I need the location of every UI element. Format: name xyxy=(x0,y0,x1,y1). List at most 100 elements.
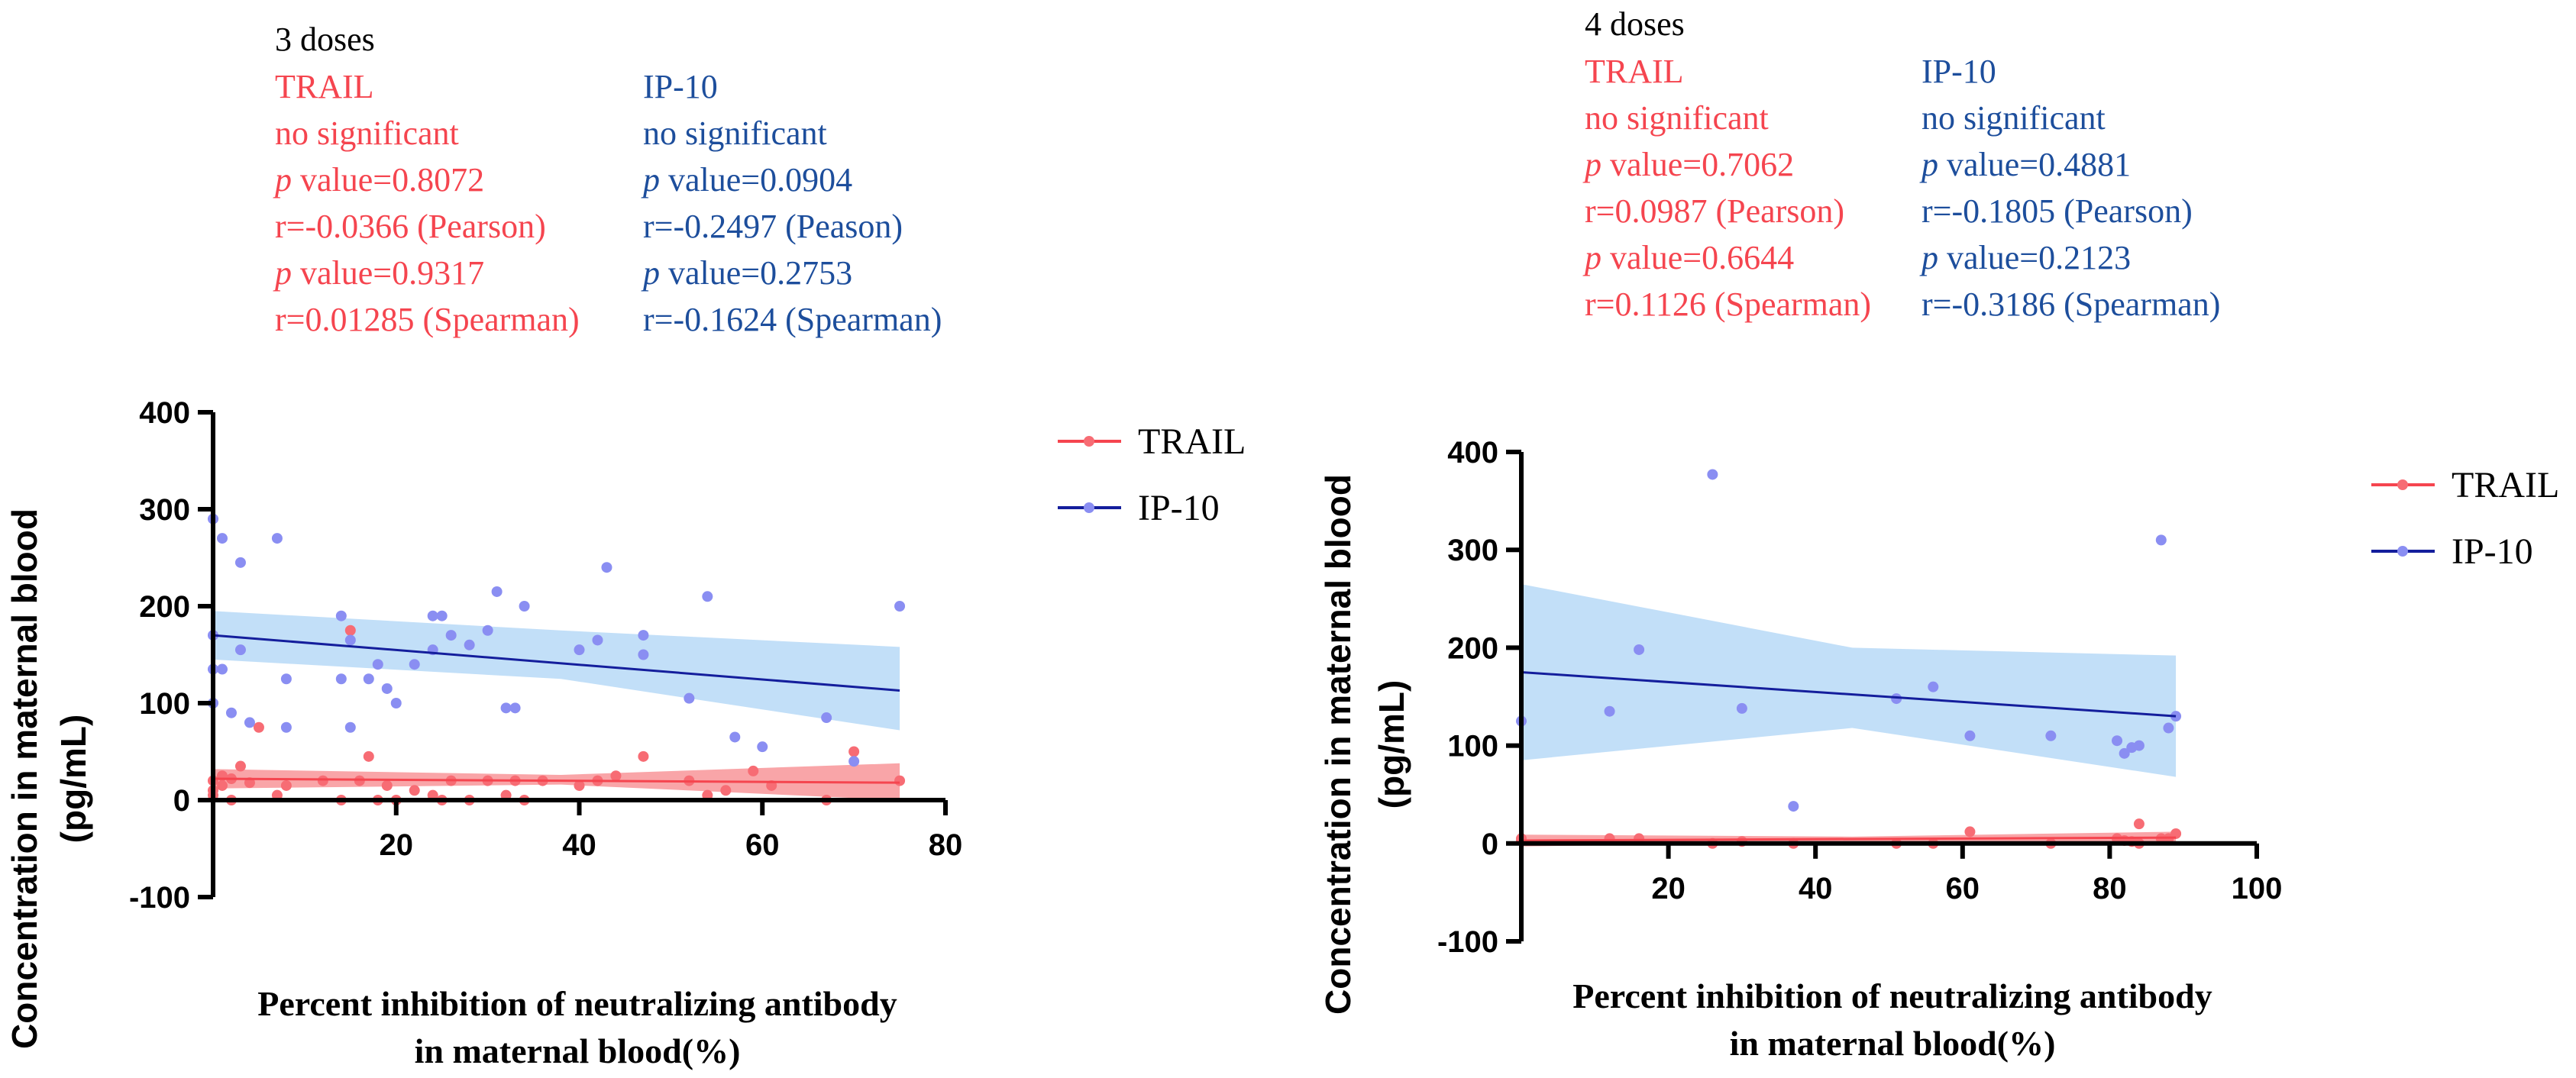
legend-ip10-label: IP-10 xyxy=(1138,488,1220,528)
ip10-data-point xyxy=(684,692,695,704)
ip10-data-point xyxy=(1604,705,1615,717)
trail-stats-r-pearson: r=-0.0366 (Pearson) xyxy=(275,208,546,245)
trail-data-point xyxy=(381,779,393,791)
x-tick-label: 80 xyxy=(2093,872,2127,905)
legend-trail-label: TRAIL xyxy=(2452,465,2559,505)
ip10-data-point xyxy=(390,698,402,708)
ip10-stats-p-spearman: p value=0.2753 xyxy=(641,254,852,292)
legend-trail-marker xyxy=(1084,436,1094,447)
ip10-regression-line xyxy=(1521,670,2177,718)
trail-regression-line xyxy=(212,777,900,784)
y-tick-label: 200 xyxy=(1447,631,1498,665)
x-tick-label: 20 xyxy=(1651,872,1686,905)
x-axis-label-line1: Percent inhibition of neutralizing antib… xyxy=(257,984,897,1023)
plot-area: -100 0 100 200 300 400 20 40 60 80 xyxy=(129,396,962,915)
ip10-data-point xyxy=(574,644,585,656)
ip10-data-point xyxy=(1736,702,1747,714)
trail-data-point xyxy=(363,750,374,762)
trail-stats: TRAIL no significant p value=0.8072 r=-0… xyxy=(273,68,580,338)
x-axis-label-line2: in maternal blood(%) xyxy=(1730,1024,2056,1063)
legend-trail-label: TRAIL xyxy=(1138,421,1246,462)
legend-ip10-marker xyxy=(2397,546,2408,557)
trail-data-point xyxy=(848,746,860,757)
ip10-data-point xyxy=(335,673,347,685)
legend-ip10-label: IP-10 xyxy=(2452,531,2533,572)
trail-data-point xyxy=(234,760,246,772)
ip10-stats-p-pearson: p value=0.4881 xyxy=(1919,146,2131,183)
legend: TRAIL IP-10 xyxy=(1058,421,1246,528)
x-tick-label: 60 xyxy=(1946,872,1980,905)
ip10-data-point xyxy=(225,707,237,718)
ip10-data-point xyxy=(702,591,713,602)
panel-3-doses: 3 doses TRAIL no significant p value=0.8… xyxy=(5,21,1246,1070)
y-tick-label: -100 xyxy=(129,881,190,915)
ip10-data-point xyxy=(445,630,457,641)
ip10-regression-line xyxy=(212,634,900,692)
y-tick-label: 0 xyxy=(1482,828,1498,861)
ip10-data-point xyxy=(894,601,906,612)
trail-data-point xyxy=(253,721,264,733)
ip10-data-point xyxy=(638,630,649,641)
y-tick-label: 0 xyxy=(173,784,190,818)
ip10-data-point xyxy=(491,586,503,597)
trail-stats-p-spearman: p value=0.9317 xyxy=(273,254,484,292)
x-tick-label: 80 xyxy=(929,828,963,862)
ip10-data-point xyxy=(271,533,283,544)
y-axis-label-line1: Concentration in maternal blood xyxy=(5,508,44,1049)
trail-data-point xyxy=(2133,818,2145,830)
ip10-data-point xyxy=(234,557,246,568)
ip10-data-point xyxy=(372,659,383,670)
trail-data-point xyxy=(409,785,420,796)
ip10-stats: IP-10 no significant p value=0.0904 r=-0… xyxy=(641,68,942,338)
trail-stats-p-spearman: p value=0.6644 xyxy=(1582,239,1794,276)
ip10-data-point xyxy=(500,702,512,714)
ip10-stats-p-pearson: p value=0.0904 xyxy=(641,161,852,198)
ip10-stats-significance: no significant xyxy=(1921,99,2106,137)
trail-stats-name: TRAIL xyxy=(275,68,374,105)
x-tick-label: 60 xyxy=(745,828,780,862)
chart-title: 4 doses xyxy=(1585,5,1685,43)
ip10-data-point xyxy=(729,731,741,743)
trail-data-point xyxy=(280,779,292,791)
x-axis-label-line1: Percent inhibition of neutralizing antib… xyxy=(1572,976,2212,1015)
ip10-data-point xyxy=(757,741,768,753)
legend-trail-marker xyxy=(2397,479,2408,490)
trail-stats-r-spearman: r=0.1126 (Spearman) xyxy=(1585,286,1871,323)
y-axis-label-line2: (pg/mL) xyxy=(53,715,93,844)
ip10-data-point xyxy=(216,663,228,675)
ip10-data-point xyxy=(1891,693,1902,705)
ip10-data-point xyxy=(1788,801,1799,812)
ip10-data-point xyxy=(821,712,832,724)
trail-data-point xyxy=(638,750,649,762)
ip10-data-point xyxy=(2112,735,2123,747)
trail-data-point xyxy=(610,770,622,782)
y-axis-label-line2: (pg/mL) xyxy=(1372,680,1411,809)
ip10-confidence-band xyxy=(1521,584,2177,777)
plot-area: -100 0 100 200 300 400 20 40 60 80 100 xyxy=(1437,436,2282,959)
ip10-stats-r-spearman: r=-0.1624 (Spearman) xyxy=(643,301,942,338)
ip10-data-point xyxy=(344,634,356,646)
trail-data-point xyxy=(894,775,906,786)
x-tick-label: 40 xyxy=(1799,872,1833,905)
ip10-stats-r-pearson: r=-0.1805 (Pearson) xyxy=(1921,192,2193,230)
y-tick-label: 300 xyxy=(139,493,190,527)
ip10-stats-r-spearman: r=-0.3186 (Spearman) xyxy=(1921,286,2220,323)
trail-stats-r-spearman: r=0.01285 (Spearman) xyxy=(275,301,580,338)
ip10-data-point xyxy=(244,717,255,728)
y-tick-label: 300 xyxy=(1447,534,1498,567)
y-tick-label: 200 xyxy=(139,590,190,624)
ip10-data-point xyxy=(601,562,612,573)
panel-4-doses: 4 doses TRAIL no significant p value=0.7… xyxy=(1318,5,2559,1063)
ip10-data-point xyxy=(509,702,521,714)
trail-data-point xyxy=(1964,826,1976,838)
y-tick-label: 100 xyxy=(1447,730,1498,763)
trail-data-point xyxy=(748,765,759,776)
x-tick-label: 20 xyxy=(380,828,414,862)
x-tick-label: 100 xyxy=(2232,872,2283,905)
legend: TRAIL IP-10 xyxy=(2371,465,2559,572)
ip10-data-point xyxy=(344,721,356,733)
y-tick-label: 400 xyxy=(139,396,190,430)
ip10-data-point xyxy=(409,659,420,670)
y-tick-label: -100 xyxy=(1437,925,1498,959)
